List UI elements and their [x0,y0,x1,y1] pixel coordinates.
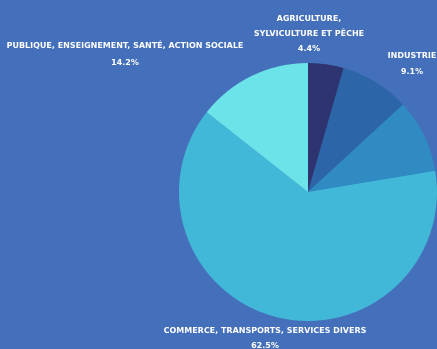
label-commerce-name: COMMERCE, TRANSPORTS, SERVICES DIVERS [164,326,367,335]
pie-slices [178,63,437,322]
value-agriculture: 4.4% [298,44,320,53]
pie-slice-3 [178,112,437,322]
value-commerce: 62.5% [251,341,279,349]
label-agriculture-line2: SYLVICULTURE ET PÊCHE [254,27,364,38]
pie-slice-0 [308,63,344,192]
pie-slice-2 [308,104,436,192]
label-industrie: INDUSTRIE 9.1% [388,51,437,76]
label-publique-name: PUBLIQUE, ENSEIGNEMENT, SANTÉ, ACTION SO… [7,39,244,50]
value-publique: 14.2% [111,58,139,67]
label-commerce: COMMERCE, TRANSPORTS, SERVICES DIVERS 62… [164,326,367,349]
value-industrie: 9.1% [401,67,423,76]
label-agriculture: AGRICULTURE, SYLVICULTURE ET PÊCHE 4.4% [254,14,364,53]
label-publique: PUBLIQUE, ENSEIGNEMENT, SANTÉ, ACTION SO… [7,39,244,67]
label-industrie-name: INDUSTRIE [388,51,437,60]
pie-slice-4 [206,63,308,192]
label-agriculture-line1: AGRICULTURE, [277,14,342,23]
pie-slice-1 [308,68,403,192]
